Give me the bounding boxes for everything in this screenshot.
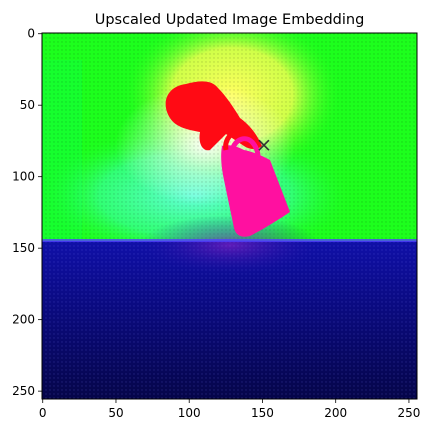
pink-object — [221, 145, 290, 237]
y-tick-label: 150 — [12, 241, 35, 255]
x-tick-label: 50 — [108, 406, 123, 420]
red-handle — [223, 129, 241, 151]
y-tick-label: 250 — [12, 384, 35, 398]
heatmap-plot-area — [42, 33, 417, 399]
y-axis: 0 50 100 150 200 250 — [12, 27, 42, 398]
boundary-line — [42, 239, 417, 242]
x-tick-label: 0 — [39, 406, 47, 420]
y-tick-label: 200 — [12, 313, 35, 327]
x-marker-stroke — [258, 139, 270, 151]
y-tick-label: 100 — [12, 170, 35, 184]
x-tick-label: 100 — [178, 406, 201, 420]
y-tick-label: 50 — [20, 98, 35, 112]
axes-frame — [41, 32, 418, 400]
lower-texture — [42, 241, 417, 399]
x-axis: 0 50 100 150 200 250 — [39, 399, 420, 420]
x-tick-label: 200 — [324, 406, 347, 420]
y-tick-label: 0 — [27, 27, 35, 41]
chart-title: Upscaled Updated Image Embedding — [95, 12, 365, 28]
x-tick-label: 150 — [251, 406, 274, 420]
pink-handle — [229, 136, 261, 157]
point-marker-layer — [258, 139, 270, 151]
x-tick-label: 250 — [397, 406, 420, 420]
